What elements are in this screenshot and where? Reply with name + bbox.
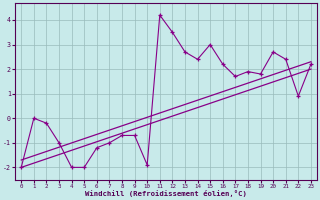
X-axis label: Windchill (Refroidissement éolien,°C): Windchill (Refroidissement éolien,°C) [85,190,247,197]
